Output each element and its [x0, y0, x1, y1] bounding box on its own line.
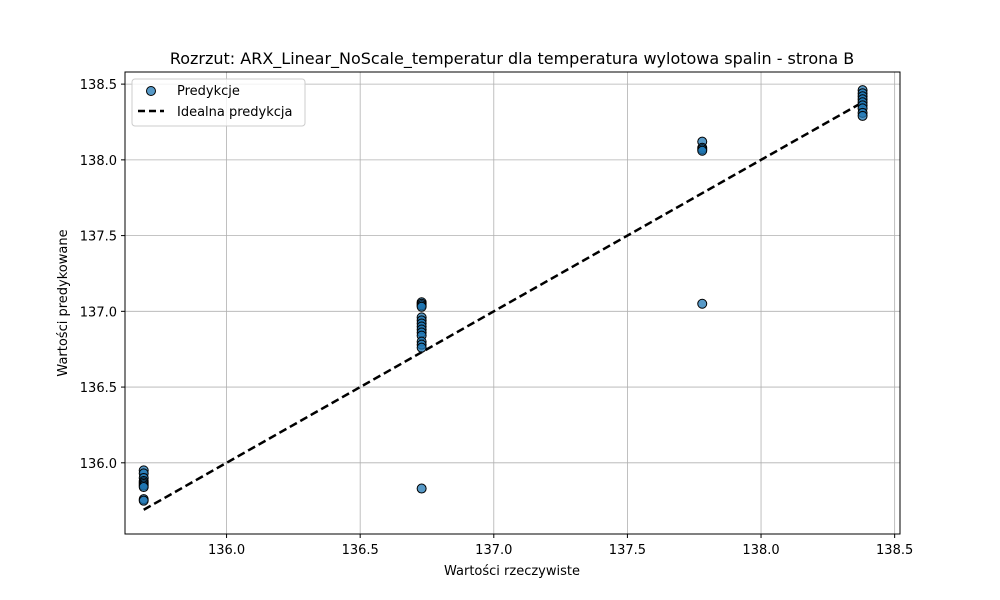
- prediction-point: [416, 301, 427, 312]
- prediction-point: [138, 495, 149, 506]
- prediction-point: [697, 298, 708, 309]
- legend-marker-predictions: [146, 86, 156, 96]
- grid-lines: [125, 72, 900, 534]
- legend-box: [131, 78, 306, 127]
- prediction-point: [416, 342, 427, 353]
- legend: Predykcje Idealna predykcja: [131, 78, 306, 127]
- y-tick-label: 136.0: [80, 457, 117, 472]
- y-tick-label: 138.5: [80, 78, 117, 93]
- prediction-point: [697, 145, 708, 156]
- x-tick-label: 136.5: [342, 543, 379, 558]
- x-tick-label: 136.0: [208, 543, 245, 558]
- plot-frame: [124, 71, 901, 535]
- y-axis-ticks: 136.0 136.5 137.0 137.5 138.0 138.5: [80, 78, 125, 472]
- y-axis-label: Wartości predykowane: [56, 229, 71, 376]
- x-axis-ticks: 136.0 136.5 137.0 137.5 138.0 138.5: [208, 534, 913, 558]
- y-tick-label: 137.5: [80, 230, 117, 245]
- x-tick-label: 138.0: [742, 543, 779, 558]
- y-tick-label: 138.0: [80, 154, 117, 169]
- prediction-point: [138, 482, 149, 493]
- x-tick-label: 138.5: [876, 543, 913, 558]
- x-tick-label: 137.5: [609, 543, 646, 558]
- y-tick-label: 136.5: [80, 381, 117, 396]
- legend-label-ideal-line: Idealna predykcja: [177, 105, 293, 120]
- x-axis-label: Wartości rzeczywiste: [444, 564, 580, 579]
- x-tick-label: 137.0: [475, 543, 512, 558]
- ideal-prediction-line: [143, 101, 864, 511]
- legend-label-predictions: Predykcje: [177, 84, 240, 99]
- prediction-point: [857, 110, 868, 121]
- prediction-point: [416, 483, 427, 494]
- prediction-points: [138, 85, 868, 506]
- chart-title: Rozrzut: ARX_Linear_NoScale_temperatur d…: [170, 49, 854, 69]
- y-tick-label: 137.0: [80, 305, 117, 320]
- ideal-line-layer: [143, 101, 864, 511]
